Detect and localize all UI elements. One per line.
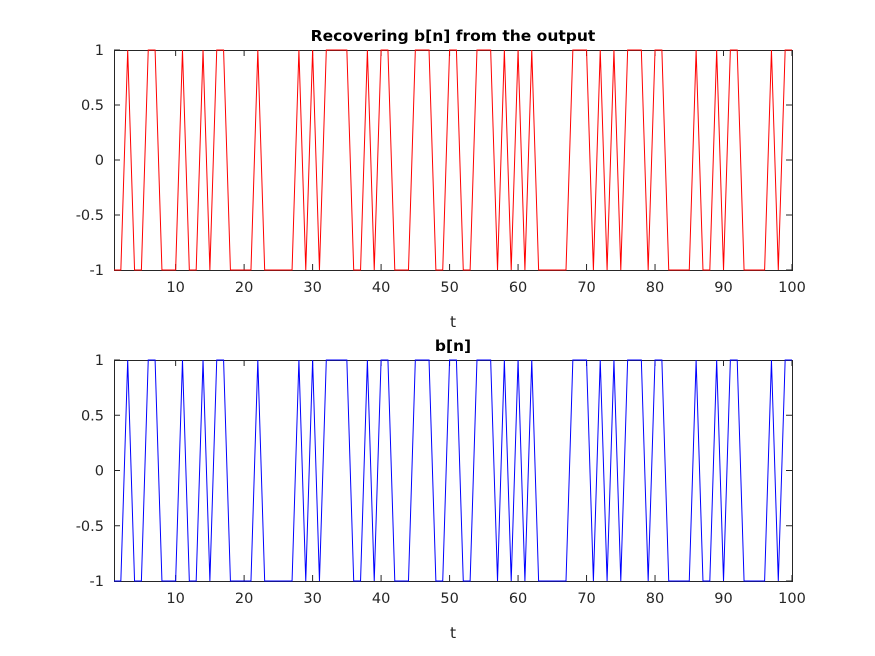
chart-title: Recovering b[n] from the output bbox=[311, 27, 596, 45]
x-axis-label: t bbox=[450, 624, 456, 642]
y-tick-label: 1 bbox=[95, 353, 104, 369]
y-tick-label: -0.5 bbox=[76, 208, 104, 224]
x-tick-label: 50 bbox=[440, 591, 458, 607]
subplot-2: 10 20 30 40 50 60 70 80 90 100 -1 -0.5 0 0.5 1 b[n] t bbox=[76, 337, 806, 642]
x-tick-label: 90 bbox=[714, 280, 732, 296]
x-tick-label: 80 bbox=[646, 591, 664, 607]
x-tick-label: 50 bbox=[440, 280, 458, 296]
x-tick-label: 80 bbox=[646, 280, 664, 296]
axes-frame bbox=[114, 50, 793, 271]
x-tick-label: 10 bbox=[166, 280, 184, 296]
y-tick-label: 0.5 bbox=[81, 98, 104, 114]
axes-frame bbox=[114, 360, 793, 582]
x-tick-label: 20 bbox=[235, 280, 253, 296]
y-tick-label: -1 bbox=[90, 263, 104, 279]
x-tick-label: 100 bbox=[778, 591, 806, 607]
y-tick-label: -1 bbox=[90, 574, 104, 590]
x-tick-label: 30 bbox=[303, 591, 321, 607]
y-tick-label: 0.5 bbox=[81, 408, 104, 424]
x-tick-label: 60 bbox=[509, 280, 527, 296]
x-axis-label: t bbox=[450, 313, 456, 331]
x-tick-label: 60 bbox=[509, 591, 527, 607]
y-tick-label: 0 bbox=[95, 153, 104, 169]
x-tick-label: 40 bbox=[372, 591, 390, 607]
y-tick-label: 1 bbox=[95, 43, 104, 59]
subplot-1: 10 20 30 40 50 60 70 80 90 100 -1 -0.5 0 0.5 1 Recoveri… bbox=[76, 27, 806, 331]
x-tick-label: 70 bbox=[577, 280, 595, 296]
x-tick-label: 100 bbox=[778, 280, 806, 296]
y-tick-label: 0 bbox=[95, 464, 104, 480]
x-tick-label: 90 bbox=[714, 591, 732, 607]
x-tick-label: 20 bbox=[235, 591, 253, 607]
x-tick-label: 30 bbox=[303, 280, 321, 296]
x-tick-label: 40 bbox=[372, 280, 390, 296]
x-tick-label: 70 bbox=[577, 591, 595, 607]
series-line bbox=[114, 49, 792, 271]
series-line bbox=[114, 359, 792, 582]
chart-title: b[n] bbox=[435, 337, 471, 355]
x-tick-label: 10 bbox=[166, 591, 184, 607]
y-tick-label: -0.5 bbox=[76, 519, 104, 535]
